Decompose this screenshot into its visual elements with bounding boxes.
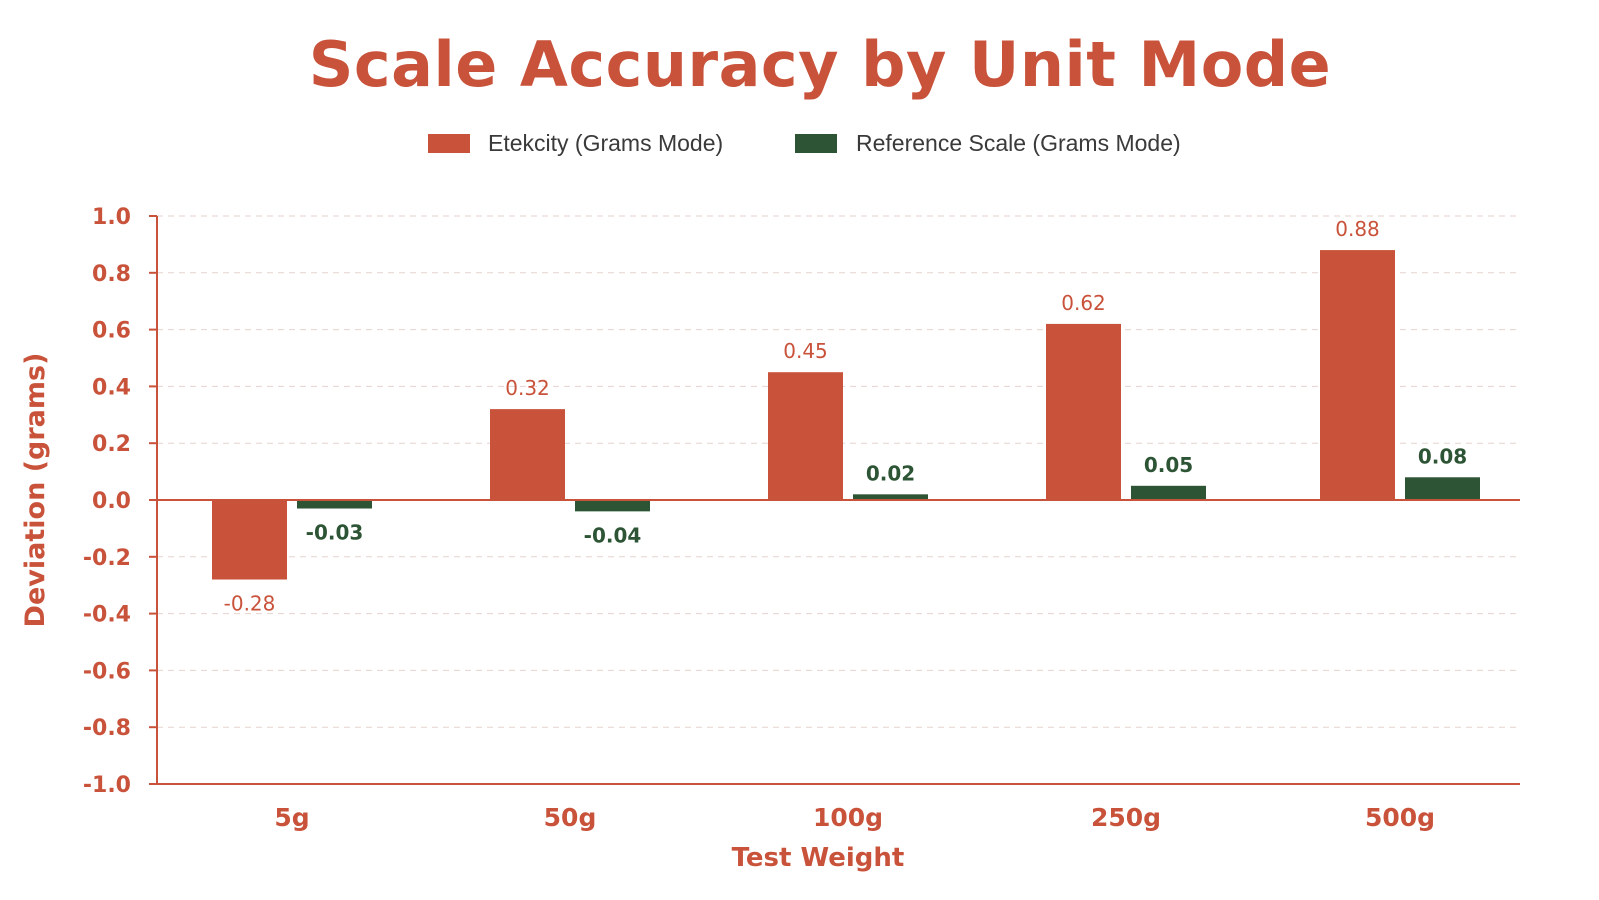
- legend-label-2: Reference Scale (Grams Mode): [856, 130, 1181, 156]
- data-label: 0.62: [1061, 291, 1106, 315]
- bar-etekcity-500g: [1320, 250, 1395, 500]
- y-tick-label: -1.0: [83, 773, 131, 798]
- bar-reference-250g: [1131, 485, 1206, 500]
- x-tick-label: 50g: [544, 803, 597, 832]
- data-label: -0.28: [224, 592, 276, 616]
- bar-etekcity-50g: [490, 409, 565, 500]
- bar-reference-500g: [1405, 477, 1480, 500]
- x-tick-label: 5g: [274, 803, 309, 832]
- bar-etekcity-5g: [212, 500, 287, 580]
- data-label: 0.02: [866, 461, 915, 485]
- x-axis-title: Test Weight: [732, 843, 905, 873]
- data-label: 0.45: [783, 339, 828, 363]
- y-tick-label: -0.6: [83, 659, 131, 684]
- y-axis-title: Deviation (grams): [20, 353, 51, 628]
- bar-reference-5g: [297, 500, 372, 509]
- legend-swatch-2: [795, 134, 837, 153]
- y-tick-label: 1.0: [92, 205, 131, 230]
- y-tick-label: 0.8: [92, 262, 131, 287]
- x-tick-label: 100g: [813, 803, 883, 832]
- bar-reference-100g: [853, 494, 928, 500]
- x-tick-label: 250g: [1091, 803, 1161, 832]
- data-label: 0.32: [505, 376, 550, 400]
- y-tick-label: -0.2: [83, 546, 131, 571]
- y-tick-label: 0.2: [92, 432, 131, 457]
- y-tick-label: -0.4: [83, 603, 131, 628]
- data-label: 0.08: [1418, 444, 1467, 468]
- y-tick-label: -0.8: [83, 716, 131, 741]
- x-tick-label: 500g: [1365, 803, 1435, 832]
- y-tick-label: 0.4: [92, 375, 131, 400]
- data-label: 0.05: [1144, 453, 1193, 477]
- y-tick-label: 0.6: [92, 319, 131, 344]
- bar-reference-50g: [575, 500, 650, 512]
- legend-swatch-1: [428, 134, 470, 153]
- bar-etekcity-100g: [768, 372, 843, 500]
- y-tick-label: 0.0: [92, 489, 131, 514]
- data-label: -0.03: [306, 521, 364, 545]
- bar-etekcity-250g: [1046, 323, 1121, 500]
- chart-title: Scale Accuracy by Unit Mode: [308, 28, 1332, 101]
- data-label: -0.04: [584, 523, 642, 547]
- legend-label-1: Etekcity (Grams Mode): [488, 130, 723, 156]
- data-label: 0.88: [1335, 217, 1380, 241]
